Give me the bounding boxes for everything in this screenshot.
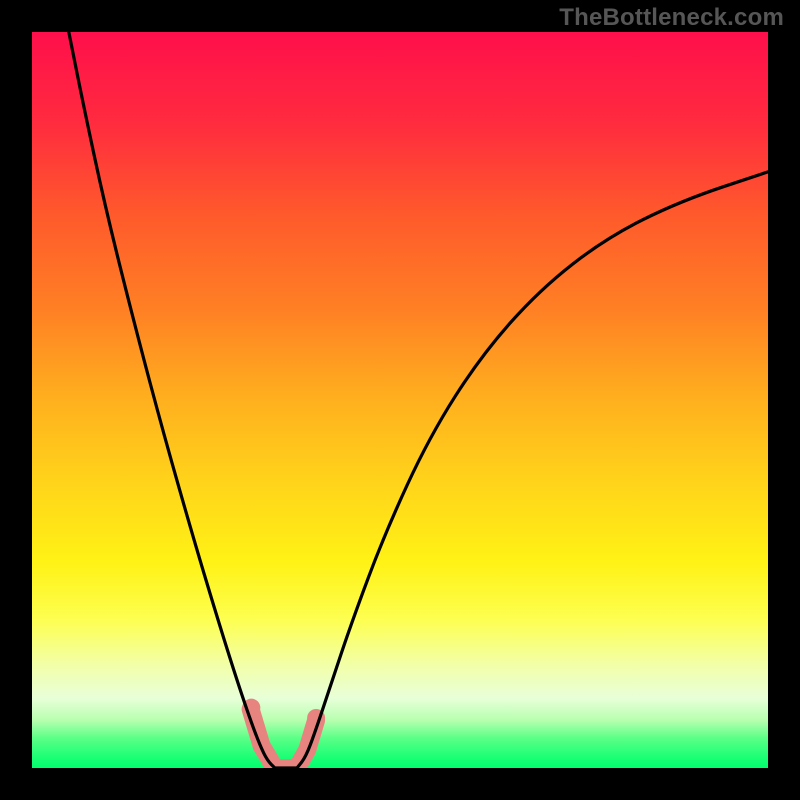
watermark-text: TheBottleneck.com — [559, 4, 784, 32]
gradient-background — [32, 32, 768, 768]
bottleneck-chart — [0, 0, 800, 800]
